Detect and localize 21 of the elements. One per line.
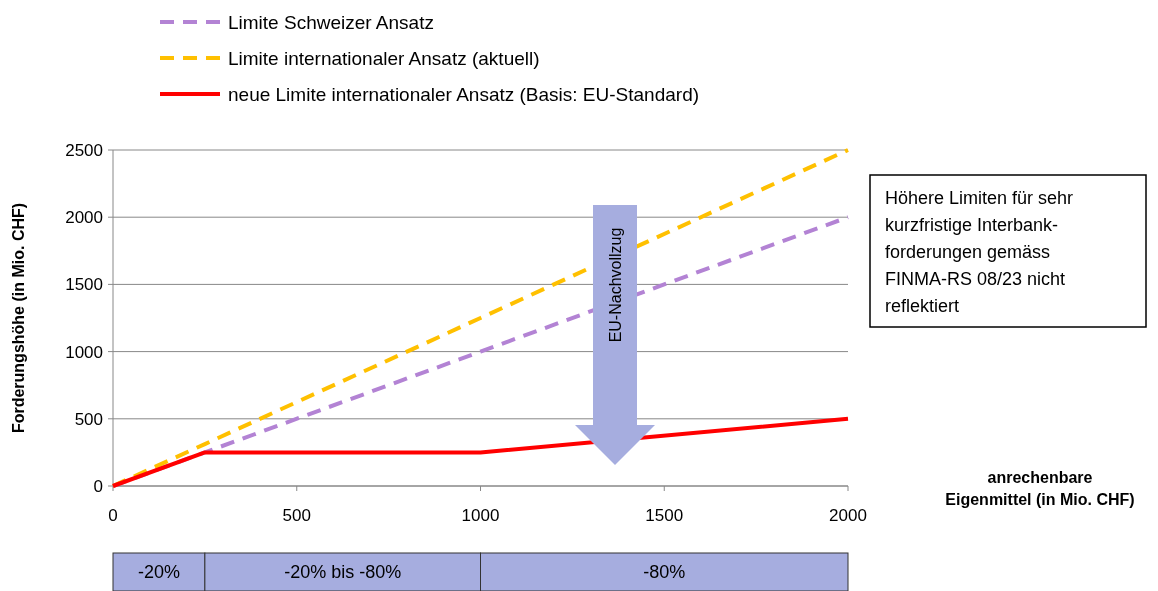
- x-tick-label: 0: [108, 506, 118, 525]
- y-tick-label: 2500: [65, 140, 103, 160]
- y-tick-label: 1000: [65, 342, 103, 362]
- y-tick-label: 500: [74, 409, 103, 429]
- annotation: EU-Nachvollzug: [607, 227, 624, 343]
- y-axis-title: Forderungshöhe (in Mio. CHF): [10, 202, 27, 434]
- legend-label: neue Limite internationaler Ansatz (Basis: EU-Standard): [228, 83, 700, 105]
- text: Höhere Limiten für sehr kurzfristige Interbank- forderungen gemäss FINMA-RS 08/23 nicht reflektiert: [885, 188, 1074, 316]
- y-tick-label: 1500: [65, 275, 103, 295]
- y-tick-label: 0: [93, 476, 103, 496]
- legend-label: Limite Schweizer Ansatz: [228, 11, 434, 33]
- y-tick-label: 2000: [65, 208, 103, 228]
- legend-label: Limite internationaler Ansatz (aktuell): [228, 47, 540, 69]
- x-tick-label: 1500: [645, 506, 684, 525]
- text: -80%: [643, 562, 686, 582]
- x-tick-label: 1000: [461, 506, 500, 525]
- text: -20% bis -80%: [284, 562, 402, 582]
- x-tick-label: 2000: [829, 506, 867, 525]
- x-axis-title: anrechenbare Eigenmittel (in Mio. CHF): [945, 469, 1135, 508]
- x-tick-label: 500: [282, 506, 311, 525]
- text: -20%: [137, 562, 180, 582]
